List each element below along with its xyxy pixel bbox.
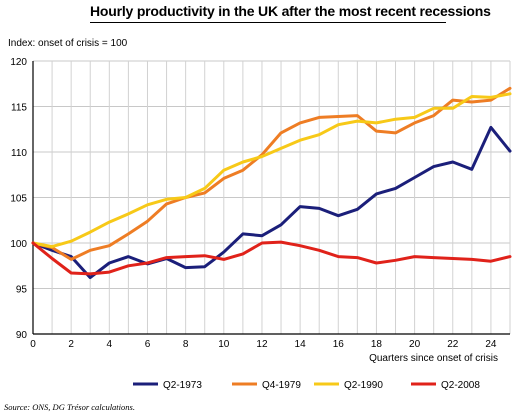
x-tick-label: 22	[447, 339, 459, 350]
legend-label: Q2-2008	[441, 380, 480, 391]
y-tick-label: 90	[16, 330, 28, 341]
y-tick-label: 110	[11, 148, 27, 159]
x-tick-label: 16	[333, 339, 345, 350]
legend-label: Q4-1979	[262, 380, 301, 391]
x-tick-label: 14	[295, 339, 307, 350]
series-line-Q2-2008	[31, 240, 512, 276]
x-tick-label: 18	[371, 339, 383, 350]
x-tick-label: 6	[145, 339, 151, 350]
axes	[32, 61, 510, 335]
legend-label: Q2-1973	[163, 380, 202, 391]
x-tick-label: 8	[183, 339, 189, 350]
chart-title: Hourly productivity in the UK after the …	[90, 3, 491, 19]
gridlines	[33, 60, 511, 334]
x-tick-label: 2	[68, 339, 74, 350]
x-tick-label: 0	[30, 339, 36, 350]
series-line-Q2-1973	[31, 125, 512, 280]
y-tick-label: 105	[10, 194, 27, 205]
title-underline	[90, 22, 446, 23]
x-tick-label: 12	[256, 339, 268, 350]
x-tick-label: 24	[485, 339, 497, 350]
y-tick-label: 100	[10, 239, 27, 250]
source-note: Source: ONS, DG Trésor calculations.	[4, 402, 135, 412]
series-line-Q4-1979	[31, 86, 512, 261]
legend-label: Q2-1990	[344, 380, 383, 391]
x-tick-label: 20	[409, 339, 421, 350]
y-tick-label: 115	[11, 103, 27, 114]
x-axis-label: Quarters since onset of crisis	[369, 353, 498, 364]
series-line-Q2-1990	[31, 92, 512, 249]
y-tick-label: 120	[10, 57, 27, 68]
x-tick-label: 10	[218, 339, 230, 350]
y-axis-label: Index: onset of crisis = 100	[8, 38, 128, 49]
legend: Q2-1973 Q4-1979 Q2-1990 Q2-2008	[133, 380, 480, 391]
x-tick-label: 4	[107, 339, 113, 350]
y-tick-label: 95	[16, 285, 28, 296]
series-lines	[31, 86, 512, 280]
